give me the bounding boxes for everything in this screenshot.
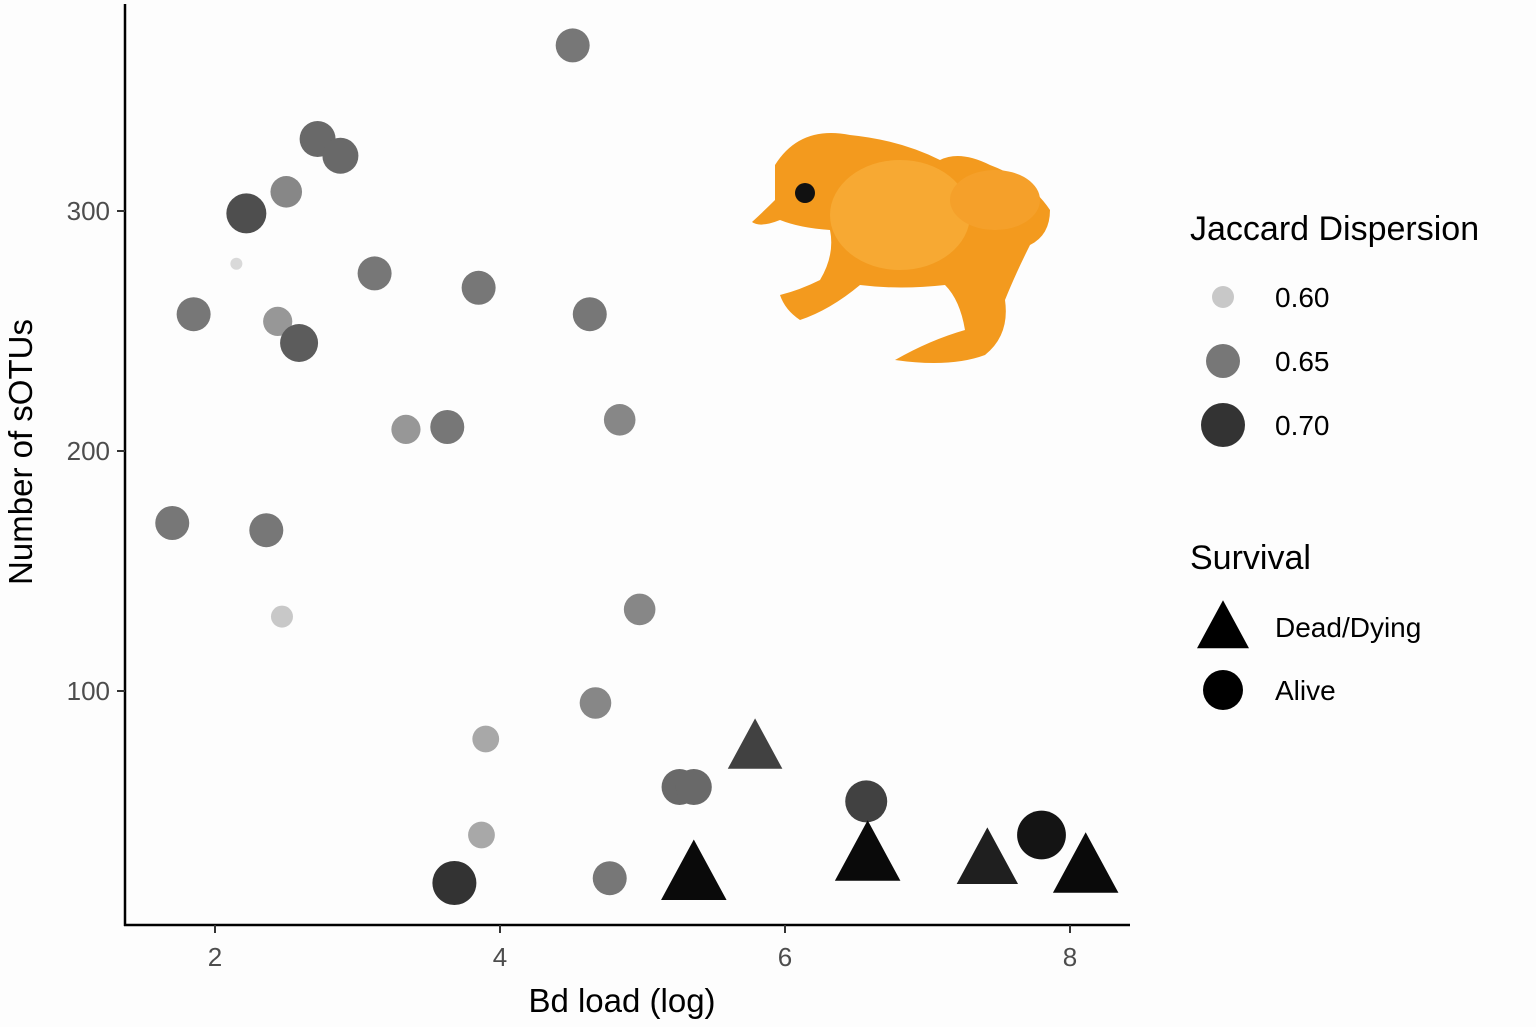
point-dead-dying	[1052, 832, 1119, 893]
legend-size-label: 0.65	[1275, 346, 1330, 377]
data-points	[155, 28, 1119, 905]
point-alive	[1017, 810, 1066, 860]
axes: 2 4 6 8 100 200 300 Bd load (log) Number of s…	[2, 4, 1130, 1019]
x-tick-label: 2	[208, 942, 222, 972]
legend: Jaccard Dispersion 0.60 0.65 0.70 Survival…	[1190, 210, 1479, 710]
point-alive	[270, 176, 303, 208]
point-dead-dying	[834, 820, 901, 881]
point-alive	[357, 256, 392, 291]
x-axis-title: Bd load (log)	[528, 982, 715, 1019]
point-alive	[280, 324, 319, 362]
point-alive	[845, 780, 888, 823]
y-tick-label: 100	[67, 676, 110, 706]
point-alive	[468, 821, 495, 849]
legend-size-key	[1212, 286, 1234, 308]
point-alive	[572, 297, 607, 332]
x-tick-label: 4	[493, 942, 507, 972]
point-dead-dying	[727, 718, 783, 769]
point-alive	[579, 687, 612, 719]
frog-photo	[752, 133, 1050, 364]
point-alive	[555, 28, 590, 63]
point-alive	[176, 297, 211, 332]
legend-triangle-key	[1197, 600, 1249, 649]
x-tick-label: 6	[778, 942, 792, 972]
point-alive	[430, 410, 465, 444]
y-tick-label: 300	[67, 196, 110, 226]
legend-title-survival: Survival	[1190, 539, 1311, 577]
legend-size-key	[1206, 344, 1240, 378]
point-alive	[461, 270, 496, 305]
point-alive	[230, 257, 243, 270]
point-alive	[249, 513, 284, 548]
point-alive	[592, 861, 627, 896]
point-alive	[155, 506, 190, 540]
point-alive	[322, 137, 359, 174]
point-alive	[603, 404, 636, 436]
legend-size-label: 0.70	[1275, 410, 1330, 441]
legend-shape-label: Dead/Dying	[1275, 612, 1421, 643]
point-alive	[391, 414, 421, 444]
legend-size-label: 0.60	[1275, 282, 1330, 313]
point-alive	[675, 769, 712, 805]
y-axis-title: Number of sOTUs	[2, 319, 39, 585]
legend-circle-key	[1203, 670, 1243, 710]
point-alive	[432, 861, 477, 905]
legend-title-dispersion: Jaccard Dispersion	[1190, 210, 1479, 248]
point-dead-dying	[661, 839, 727, 900]
point-alive	[226, 193, 267, 234]
legend-shape-label: Alive	[1275, 675, 1336, 706]
y-tick-label: 200	[67, 436, 110, 466]
legend-size-key	[1201, 403, 1245, 447]
point-dead-dying	[956, 827, 1019, 885]
point-alive	[270, 605, 293, 628]
x-tick-label: 8	[1063, 942, 1077, 972]
point-alive	[263, 306, 293, 336]
point-alive	[472, 725, 500, 753]
point-alive	[623, 593, 656, 626]
